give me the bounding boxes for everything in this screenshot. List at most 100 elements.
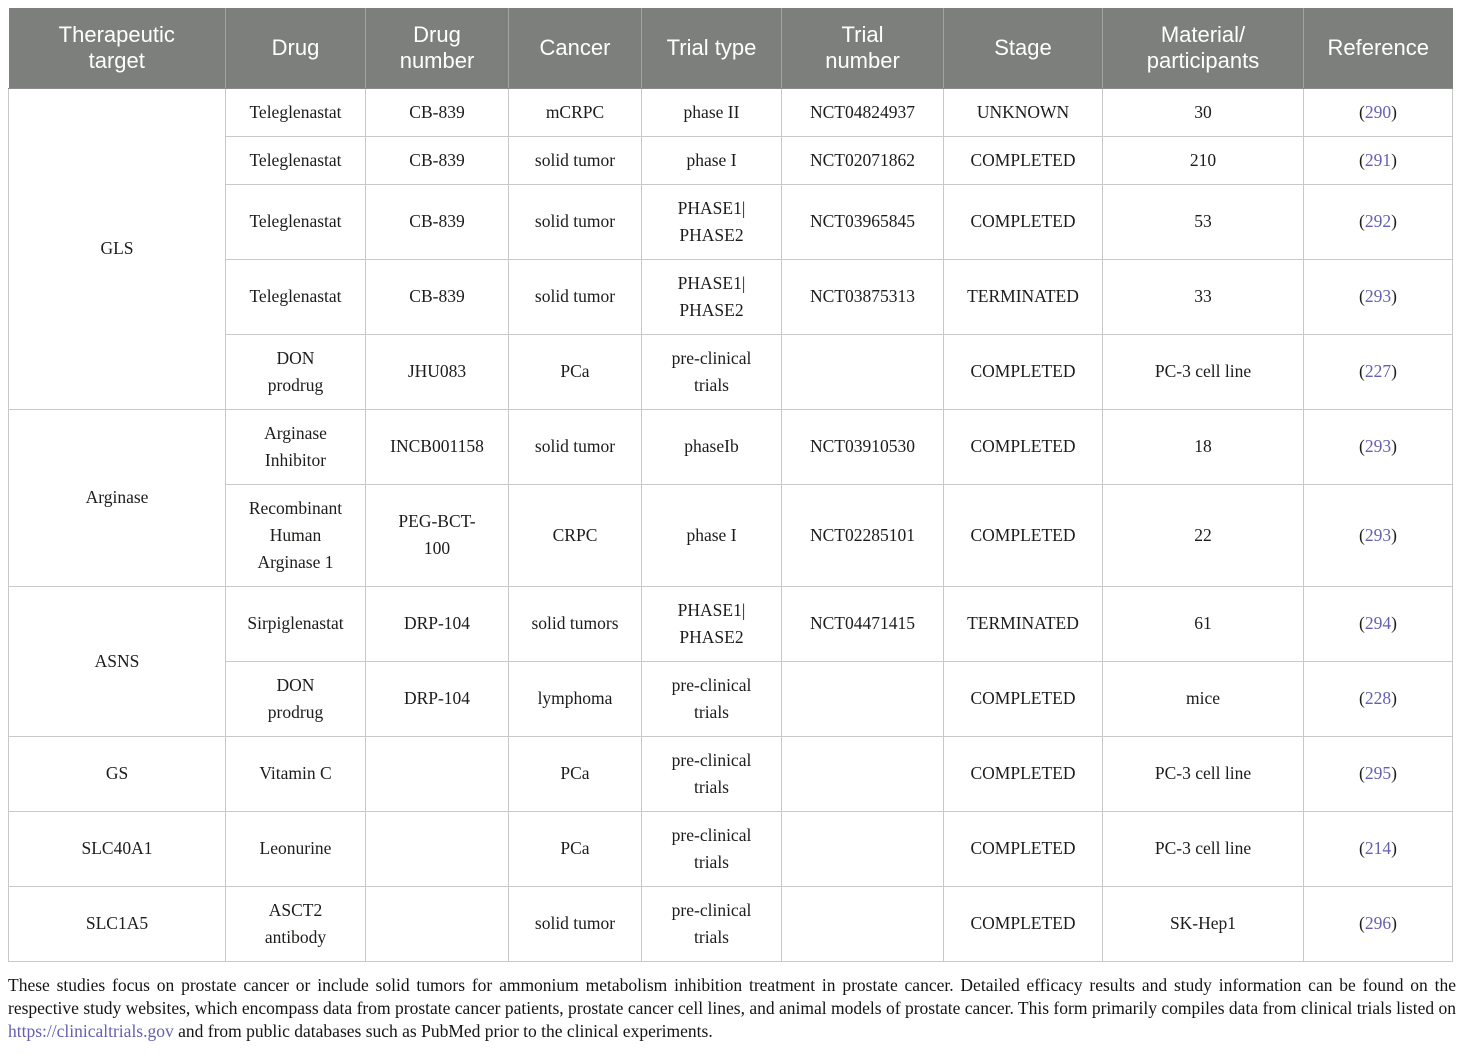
reference-paren-open: ( [1359,436,1365,456]
reference-link[interactable]: 293 [1364,286,1392,306]
cell-reference: (228) [1303,660,1453,737]
reference-paren-open: ( [1359,286,1365,306]
table-footnote: These studies focus on prostate cancer o… [8,974,1456,1043]
cell-drug: Sirpiglenastat [225,585,366,662]
cell-trial-number: NCT02071862 [781,135,944,185]
reference-link[interactable]: 228 [1364,688,1392,708]
cell-reference: (290) [1303,87,1453,137]
cell-therapeutic-target: Arginase [8,408,226,587]
cell-cancer: PCa [508,810,642,887]
cell-drug: DON prodrug [225,660,366,737]
cell-reference: (214) [1303,810,1453,887]
cell-trial-number: NCT03910530 [781,408,944,485]
table-row: Recombinant Human Arginase 1 PEG-BCT- 100… [9,483,1453,587]
cell-trial-type: pre-clinical trials [641,885,782,962]
cell-material-participants: 53 [1102,183,1304,260]
cell-drug-number: DRP-104 [365,585,509,662]
cell-drug-number: JHU083 [365,333,509,410]
cell-cancer: solid tumor [508,885,642,962]
table-row: GS Vitamin C PCa pre-clinical trials COMPLET… [8,735,1453,812]
cell-drug: Vitamin C [225,735,366,812]
cell-trial-number: NCT02285101 [781,483,944,587]
cell-trial-number: NCT03875313 [781,258,944,335]
cell-drug: Teleglenastat [225,135,366,185]
column-header-drug: Drug [225,8,366,89]
cell-drug-number: DRP-104 [365,660,509,737]
cell-material-participants: 210 [1102,135,1304,185]
clinicaltrials-gov-link[interactable]: https://clinicaltrials.gov [8,1020,174,1041]
cell-therapeutic-target: GS [8,735,226,812]
table-row: SLC40A1 Leonurine PCa pre-clinical trials CO… [8,810,1453,887]
reference-link[interactable]: 227 [1364,361,1392,381]
cell-material-participants: mice [1102,660,1304,737]
cell-material-participants: PC-3 cell line [1102,735,1304,812]
cell-stage: COMPLETED [943,135,1103,185]
cell-drug-number: CB-839 [365,87,509,137]
cell-reference: (293) [1303,258,1453,335]
reference-paren-open: ( [1359,613,1365,633]
cell-cancer: solid tumor [508,183,642,260]
reference-paren-open: ( [1359,688,1365,708]
reference-link[interactable]: 290 [1364,101,1392,122]
cell-trial-number [781,810,944,887]
reference-paren-open: ( [1359,149,1365,170]
reference-paren-close: ) [1391,913,1397,933]
cell-drug-number: CB-839 [365,135,509,185]
reference-paren-open: ( [1359,838,1365,858]
cell-drug-number: INCB001158 [365,408,509,485]
reference-paren-close: ) [1391,436,1397,456]
reference-paren-close: ) [1391,286,1397,306]
reference-link[interactable]: 293 [1364,524,1392,545]
cell-cancer: CRPC [508,483,642,587]
cell-stage: COMPLETED [943,408,1103,485]
cell-drug: Teleglenastat [225,87,366,137]
cell-trial-type: PHASE1| PHASE2 [641,258,782,335]
reference-link[interactable]: 296 [1364,913,1392,933]
cell-cancer: solid tumor [508,408,642,485]
footnote-text-after: and from public databases such as PubMed… [173,1020,713,1041]
cell-material-participants: 61 [1102,585,1304,662]
table-row: Teleglenastat CB-839 solid tumor phase I NCT… [9,135,1453,185]
cell-cancer: PCa [508,333,642,410]
reference-paren-open: ( [1359,913,1365,933]
cell-trial-type: PHASE1| PHASE2 [641,183,782,260]
cell-stage: COMPLETED [943,735,1103,812]
reference-link[interactable]: 293 [1364,436,1392,456]
cell-therapeutic-target: ASNS [8,585,226,737]
reference-link[interactable]: 292 [1364,211,1392,231]
cell-drug: DON prodrug [225,333,366,410]
cell-material-participants: PC-3 cell line [1102,333,1304,410]
cell-trial-number [781,885,944,962]
cell-trial-number [781,735,944,812]
cell-reference: (292) [1303,183,1453,260]
table-row: ASNS Sirpiglenastat DRP-104 solid tumors PHA… [8,585,1453,737]
cell-material-participants: SK-Hep1 [1102,885,1304,962]
cell-material-participants: 18 [1102,408,1304,485]
cell-stage: COMPLETED [943,885,1103,962]
reference-paren-close: ) [1391,613,1397,633]
column-header-reference: Reference [1303,8,1453,89]
cell-drug-number [365,885,509,962]
cell-trial-number [781,333,944,410]
table-row: Teleglenastat CB-839 solid tumor PHASE1| PH… [9,183,1453,260]
reference-link[interactable]: 214 [1364,838,1392,858]
cell-cancer: solid tumor [508,258,642,335]
cell-drug-number [365,735,509,812]
reference-link[interactable]: 291 [1364,149,1392,170]
cell-trial-type: pre-clinical trials [641,735,782,812]
cell-reference: (294) [1303,585,1453,662]
cell-reference: (293) [1303,483,1453,587]
cell-trial-number: NCT04471415 [781,585,944,662]
cell-reference: (291) [1303,135,1453,185]
column-header-trial-number: Trial number [781,8,944,89]
cell-trial-number [781,660,944,737]
cell-cancer: PCa [508,735,642,812]
reference-link[interactable]: 295 [1364,763,1392,783]
cell-trial-type: phaseIb [641,408,782,485]
reference-link[interactable]: 294 [1364,613,1392,633]
cell-cancer: solid tumors [508,585,642,662]
cell-material-participants: 33 [1102,258,1304,335]
column-header-therapeutic-target: Therapeutic target [8,8,226,89]
cell-therapeutic-target: SLC40A1 [8,810,226,887]
